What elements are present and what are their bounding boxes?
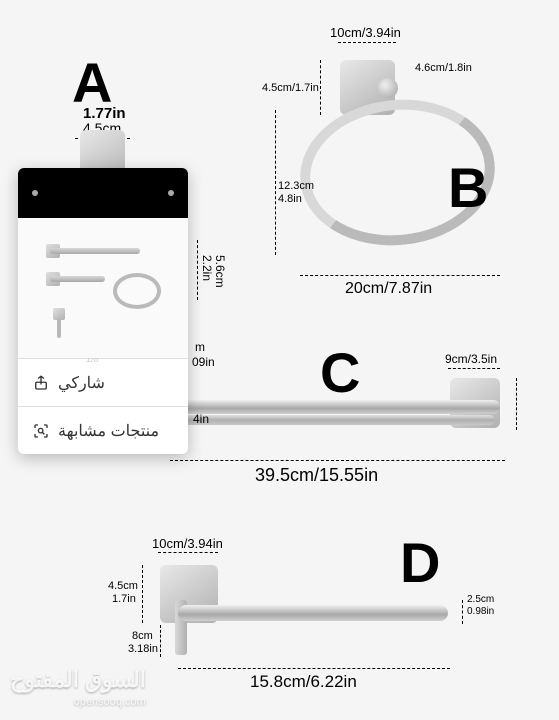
product-B-knob xyxy=(378,78,398,98)
dim-B-hin: 4.8in xyxy=(278,193,302,205)
dim-D-platew: 10cm/3.94in xyxy=(152,536,223,551)
dim-B-w: 20cm/7.87in xyxy=(345,280,432,298)
dimline-C-plate xyxy=(448,368,500,369)
dimline-B-plateh xyxy=(320,60,321,115)
thumb-hook-stem xyxy=(57,318,61,338)
dim-A-tail-m: m xyxy=(195,340,205,354)
dim-C-plate: 9cm/3.5in xyxy=(445,352,497,366)
label-D: D xyxy=(400,530,440,595)
thumb-bar xyxy=(50,276,105,282)
dimline-B-w xyxy=(300,275,500,276)
thumb-bar xyxy=(50,248,140,254)
dimline-D-arm xyxy=(160,625,161,657)
dim-D-plateh-in: 1.7in xyxy=(112,593,136,605)
watermark-ar: السوق المفتوح xyxy=(10,665,146,695)
dim-D-arm-cm: 8cm xyxy=(132,630,153,642)
dimline-D-barh xyxy=(462,600,463,624)
label-C: C xyxy=(320,340,360,405)
dimline-C-w xyxy=(170,460,505,461)
overlay-thumbnail[interactable] xyxy=(18,218,188,358)
label-B: B xyxy=(448,155,488,220)
dim-B-plateh: 4.5cm/1.7in xyxy=(262,82,319,94)
share-row[interactable]: شاركي xyxy=(18,358,188,406)
dimline-C-plate-h xyxy=(516,378,517,430)
dim-B-hcm: 12.3cm xyxy=(278,180,314,192)
dimline-D-platew xyxy=(158,552,218,553)
dim-B-detail: 4.6cm/1.8in xyxy=(415,62,472,74)
dim-D-barh-in: 0.98in xyxy=(467,606,494,617)
dim-C-w: 39.5cm/15.55in xyxy=(255,465,378,486)
dim-A-h-cm: 5.6cm xyxy=(213,255,227,288)
similar-label: منتجات مشابهة xyxy=(58,421,159,441)
dimline-A-h xyxy=(197,240,198,300)
dimline-D-plateh xyxy=(142,565,143,623)
scan-icon xyxy=(32,422,50,440)
share-overlay: 1/8 شاركي منتجات مشابهة xyxy=(18,168,188,454)
dim-D-plateh-cm: 4.5cm xyxy=(108,580,138,592)
dim-D-barh-cm: 2.5cm xyxy=(467,594,494,605)
share-icon xyxy=(32,374,50,392)
share-label: شاركي xyxy=(58,373,105,393)
product-D-bar xyxy=(178,605,448,621)
thumb-ring xyxy=(113,273,161,309)
carousel-dot[interactable] xyxy=(32,190,38,196)
dim-C-tail: 4in xyxy=(193,412,209,426)
dim-A-h-in: 2.2in xyxy=(200,255,214,281)
watermark: السوق المفتوح opensooq.com xyxy=(10,665,146,710)
dimline-B-h xyxy=(275,110,276,255)
similar-row[interactable]: منتجات مشابهة xyxy=(18,406,188,454)
dimline-B-platew xyxy=(338,42,396,43)
dimline-D-w xyxy=(178,668,450,669)
dim-A-tail-in: 09in xyxy=(192,355,215,369)
carousel-dot[interactable] xyxy=(168,190,174,196)
dim-D-w: 15.8cm/6.22in xyxy=(250,672,357,692)
overlay-preview-bar: 1/8 xyxy=(18,168,188,218)
watermark-en: opensooq.com xyxy=(10,695,146,710)
dim-B-platew: 10cm/3.94in xyxy=(330,25,401,40)
dim-D-arm-in: 3.18in xyxy=(128,643,158,655)
